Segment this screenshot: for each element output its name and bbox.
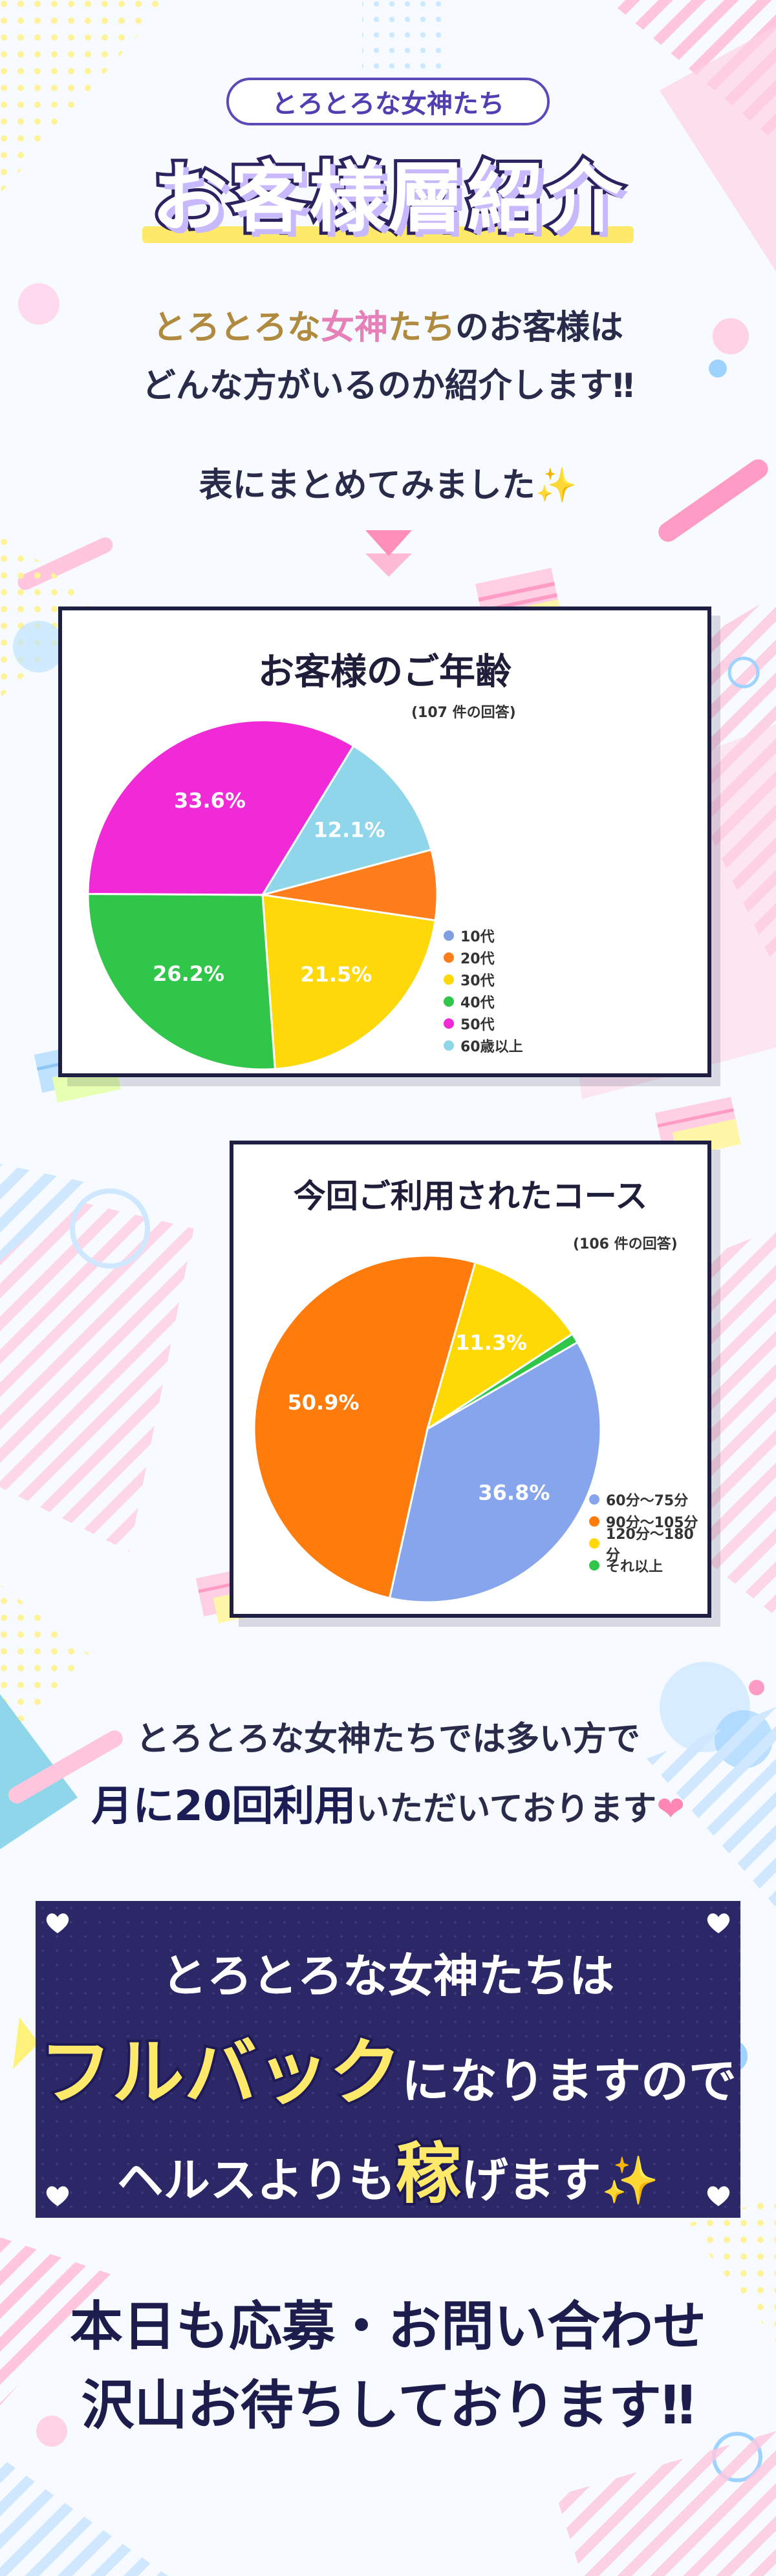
legend-item: それ以上 <box>589 1554 707 1576</box>
intro-line-1: とろとろな女神たちのお客様は <box>0 303 776 353</box>
course-chart-title: 今回ご利用されたコース <box>293 1177 648 1215</box>
course-chart-legend: 60分～75分 90分～105分 120分～180分 それ以上 <box>589 1488 707 1576</box>
age-chart-note: (107 件の回答) <box>411 705 516 721</box>
pie-slice-1 <box>388 1340 602 1604</box>
legend-swatch <box>444 974 454 985</box>
age-chart-title: お客様のご年齢 <box>258 651 512 693</box>
pie-slice-6 <box>260 744 433 897</box>
heart-icon <box>46 2186 69 2206</box>
brand-text-a: とろとろな <box>152 308 321 347</box>
intro-line-2: どんな方がいるのか紹介します‼ <box>142 367 634 405</box>
legend-item: 60分～75分 <box>589 1488 707 1510</box>
usage-highlight: 月に20回利用 <box>91 1783 356 1830</box>
course-chart-card: 今回ご利用されたコース (106 件の回答) 36.8% 50.9% 11.3% 6… <box>230 1141 711 1618</box>
legend-item: 40代 <box>444 991 523 1013</box>
legend-label: 30代 <box>460 973 495 989</box>
usage-line-2: 月に20回利用いただいております❤ <box>0 1779 776 1836</box>
legend-label: 90分～105分 <box>606 1515 698 1531</box>
legend-label: 20代 <box>460 951 495 967</box>
course-chart-note: (106 件の回答) <box>573 1236 678 1252</box>
legend-item: 10代 <box>444 925 523 947</box>
page-title: お客様層紹介 <box>148 150 625 246</box>
legend-item: 50代 <box>444 1013 523 1035</box>
down-arrow-icon <box>365 530 412 556</box>
age-pie-chart: 21.5% 26.2% 33.6% 12.1% <box>87 719 438 1071</box>
banner-line-1: とろとろな女神たちは <box>160 1948 616 2004</box>
heart-icon <box>707 2186 730 2206</box>
page-subtitle-pill: とろとろな女神たち <box>226 78 550 125</box>
age-chart-legend: 10代 20代 30代 40代 50代 60歳以上 <box>444 925 523 1057</box>
usage-line-1: とろとろな女神たちでは多い方で <box>135 1720 640 1759</box>
legend-swatch <box>444 1018 454 1029</box>
legend-label: それ以上 <box>606 1559 663 1575</box>
intro-line-1-rest: のお客様は <box>455 308 624 347</box>
closing-line-1: 本日も応募・お問い合わせ <box>69 2296 706 2357</box>
legend-label: 50代 <box>460 1017 495 1033</box>
closing-line-2: 沢山お待ちしております‼ <box>81 2375 695 2436</box>
legend-item: 30代 <box>444 969 523 991</box>
legend-swatch <box>444 1040 454 1051</box>
banner-fullback: フルバック <box>37 2028 404 2118</box>
heart-icon: ❤ <box>656 1790 685 1829</box>
pie-data-label-6: 12.1% <box>314 818 385 843</box>
age-chart-card: お客様のご年齢 (107 件の回答) 21.5% 26.2% 33.6% 12.1% … <box>58 606 711 1077</box>
banner-line-2: フルバックになりますので <box>36 2014 740 2119</box>
brand-text-b: 女神 <box>320 308 388 347</box>
pie-data-label-3: 21.5% <box>300 962 372 987</box>
legend-label: 60歳以上 <box>460 1039 523 1055</box>
heart-icon <box>46 1913 69 1933</box>
pie-data-label-2: 50.9% <box>287 1390 359 1415</box>
legend-swatch <box>589 1538 599 1549</box>
legend-label: 10代 <box>460 929 495 945</box>
legend-swatch <box>589 1560 599 1571</box>
legend-item: 90分～105分 <box>589 1510 707 1532</box>
pie-data-label-1: 36.8% <box>478 1480 550 1505</box>
legend-label: 40代 <box>460 995 495 1011</box>
legend-swatch <box>444 952 454 963</box>
legend-item: 120分～180分 <box>589 1527 707 1563</box>
pie-slice-4 <box>427 1333 579 1430</box>
banner-line-3: ヘルスよりも稼げます✨ <box>36 2121 740 2216</box>
banner-line-3-a: ヘルスよりも <box>115 2151 398 2209</box>
legend-item: 60歳以上 <box>444 1035 523 1057</box>
pie-data-label-4: 26.2% <box>153 961 224 986</box>
banner-line-2-rest: になりますので <box>400 2052 738 2111</box>
pie-slice-2 <box>253 1254 477 1600</box>
brand-text-c: たち <box>388 308 456 347</box>
pie-data-label-5: 33.6% <box>174 788 246 813</box>
course-pie-chart: 36.8% 50.9% 11.3% <box>253 1254 602 1604</box>
title-underline <box>142 226 634 243</box>
heart-icon <box>707 1913 730 1933</box>
intro-line-3: 表にまとめてみました✨ <box>199 466 577 505</box>
pie-slice-2 <box>262 848 438 922</box>
legend-item: 20代 <box>444 947 523 969</box>
pie-slice-3 <box>261 894 436 1070</box>
legend-swatch <box>444 930 454 941</box>
banner-line-3-b: げます✨ <box>459 2151 661 2209</box>
legend-label: 60分～75分 <box>606 1493 689 1509</box>
pie-data-label-3: 11.3% <box>455 1330 527 1355</box>
pie-slice-3 <box>426 1261 574 1432</box>
fullback-banner: とろとろな女神たちは フルバックになりますので ヘルスよりも稼げます✨ <box>36 1901 740 2218</box>
legend-label: 120分～180分 <box>605 1527 694 1563</box>
legend-swatch <box>589 1516 599 1527</box>
pie-slice-4 <box>87 893 276 1071</box>
page-subtitle: とろとろな女神たち <box>272 89 504 119</box>
legend-swatch <box>444 996 454 1007</box>
usage-line-2-rest: いただいております <box>356 1790 657 1829</box>
banner-earn: 稼 <box>393 2133 464 2215</box>
legend-swatch <box>589 1494 599 1505</box>
down-arrow-icon-shadow <box>365 553 412 577</box>
pie-slice-5 <box>87 719 355 896</box>
